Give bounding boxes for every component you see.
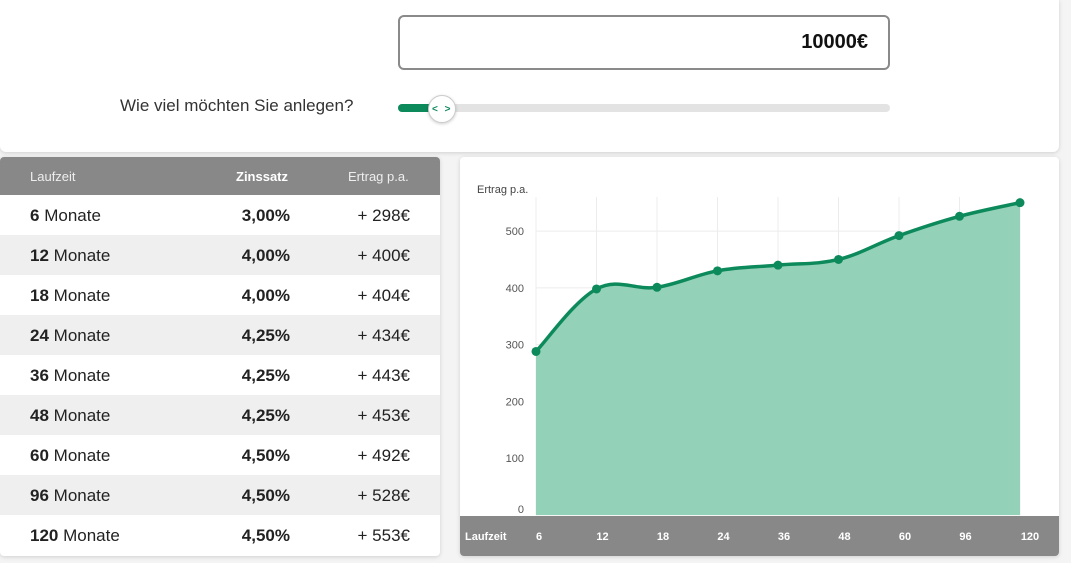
amount-slider[interactable]: [398, 104, 890, 112]
row-yield: + 492€: [357, 446, 410, 465]
row-yield: + 434€: [357, 326, 410, 345]
row-laufzeit: 120 Monate: [30, 526, 120, 546]
row-months: 24: [30, 326, 49, 345]
x-tick-label: 120: [1021, 531, 1039, 543]
row-months: 48: [30, 406, 49, 425]
x-tick-label: 36: [778, 531, 790, 543]
header-ertrag[interactable]: Ertrag p.a.: [348, 169, 409, 184]
row-months: 60: [30, 446, 49, 465]
row-rate: 4,00%: [241, 246, 290, 265]
x-tick-label: 48: [838, 531, 850, 543]
row-yield: + 528€: [357, 486, 410, 505]
row-rate: 4,50%: [241, 446, 290, 465]
header-laufzeit[interactable]: Laufzeit: [30, 169, 76, 184]
table-row: 12 Monate 4,00% + 400€: [0, 235, 440, 275]
row-rate: 4,25%: [241, 406, 290, 425]
y-tick-label: 300: [506, 340, 524, 352]
row-unit: Monate: [53, 246, 111, 265]
row-rate: 4,50%: [241, 526, 290, 545]
row-months: 120: [30, 526, 59, 545]
y-tick-label: 200: [506, 396, 524, 408]
data-point: [713, 266, 722, 276]
row-rate: 4,25%: [241, 366, 290, 385]
row-rate: 4,50%: [241, 486, 290, 505]
row-laufzeit: 12 Monate: [30, 246, 110, 266]
table-header: Laufzeit Zinssatz Ertrag p.a.: [0, 157, 440, 195]
yield-chart: 0 100 200 300 400 500 Ertrag p.a. Laufzeit 6 12 18…: [460, 157, 1059, 556]
y-tick-label: 500: [506, 226, 524, 238]
row-months: 12: [30, 246, 49, 265]
row-laufzeit: 96 Monate: [30, 486, 110, 506]
x-tick-label: 24: [717, 531, 730, 543]
table-row: 96 Monate 4,50% + 528€: [0, 475, 440, 515]
data-point: [955, 211, 964, 221]
y-tick-label: 100: [506, 453, 524, 465]
row-unit: Monate: [53, 446, 111, 465]
y-axis-label: Ertrag p.a.: [477, 184, 528, 196]
x-tick-label: 60: [899, 531, 911, 543]
amount-question: Wie viel möchten Sie anlegen?: [120, 96, 354, 115]
row-laufzeit: 48 Monate: [30, 406, 110, 426]
table-body: 6 Monate 3,00% + 298€ 12 Monate 4,00% + 400€ 1…: [0, 195, 440, 555]
table-row: 24 Monate 4,25% + 434€: [0, 315, 440, 355]
row-rate: 4,00%: [241, 286, 290, 305]
slider-handle-arrows-icon: < >: [432, 103, 453, 115]
y-tick-label: 400: [506, 283, 524, 295]
row-months: 6: [30, 206, 40, 225]
data-point: [592, 284, 601, 294]
row-yield: + 298€: [357, 206, 410, 225]
y-tick-label: 0: [518, 504, 524, 516]
x-axis-label: Laufzeit: [465, 531, 507, 543]
table-row: 36 Monate 4,25% + 443€: [0, 355, 440, 395]
table-row: 120 Monate 4,50% + 553€: [0, 515, 440, 555]
x-axis-bar: [460, 516, 1059, 556]
row-yield: + 404€: [357, 286, 410, 305]
table-row: 18 Monate 4,00% + 404€: [0, 275, 440, 315]
table-row: 48 Monate 4,25% + 453€: [0, 395, 440, 435]
slider-fill: [398, 104, 443, 112]
row-yield: + 553€: [357, 526, 410, 545]
amount-currency: €: [856, 31, 868, 53]
data-point: [894, 231, 904, 241]
x-tick-label: 6: [536, 531, 542, 543]
row-months: 36: [30, 366, 49, 385]
row-laufzeit: 60 Monate: [30, 446, 110, 466]
row-unit: Monate: [44, 206, 101, 225]
row-unit: Monate: [53, 326, 111, 345]
row-laufzeit: 18 Monate: [30, 286, 110, 306]
amount-input[interactable]: 10000 €: [398, 15, 890, 70]
row-yield: + 453€: [357, 406, 410, 425]
row-unit: Monate: [53, 366, 111, 385]
row-yield: + 443€: [357, 366, 410, 385]
row-laufzeit: 36 Monate: [30, 366, 110, 386]
yield-chart-svg: 0 100 200 300 400 500 Ertrag p.a. Laufzeit 6 12 18…: [465, 184, 1039, 543]
row-yield: + 400€: [357, 246, 410, 265]
data-point: [531, 346, 541, 356]
row-months: 96: [30, 486, 49, 505]
row-unit: Monate: [53, 286, 111, 305]
row-rate: 4,25%: [241, 326, 290, 345]
table-row: 6 Monate 3,00% + 298€: [0, 195, 440, 235]
row-rate: 3,00%: [241, 206, 290, 225]
header-zinssatz[interactable]: Zinssatz: [236, 169, 289, 184]
data-point: [652, 282, 662, 292]
data-point: [1015, 198, 1025, 208]
data-point: [773, 260, 783, 270]
x-tick-label: 12: [596, 531, 608, 543]
investment-calculator: 10000 € Wie viel möchten Sie anlegen? < >: [0, 0, 1059, 152]
row-unit: Monate: [53, 406, 111, 425]
amount-value: 10000: [801, 31, 857, 53]
row-laufzeit: 6 Monate: [30, 206, 101, 226]
area-fill: [536, 202, 1020, 515]
table-row: 60 Monate 4,50% + 492€: [0, 435, 440, 475]
data-point: [834, 254, 843, 264]
x-tick-label: 18: [657, 531, 669, 543]
row-unit: Monate: [63, 526, 120, 545]
row-unit: Monate: [53, 486, 111, 505]
row-laufzeit: 24 Monate: [30, 326, 110, 346]
rates-table: Laufzeit Zinssatz Ertrag p.a. 6 Monate 3,…: [0, 157, 440, 556]
x-tick-label: 96: [959, 531, 971, 543]
row-months: 18: [30, 286, 49, 305]
slider-handle[interactable]: < >: [428, 95, 457, 123]
